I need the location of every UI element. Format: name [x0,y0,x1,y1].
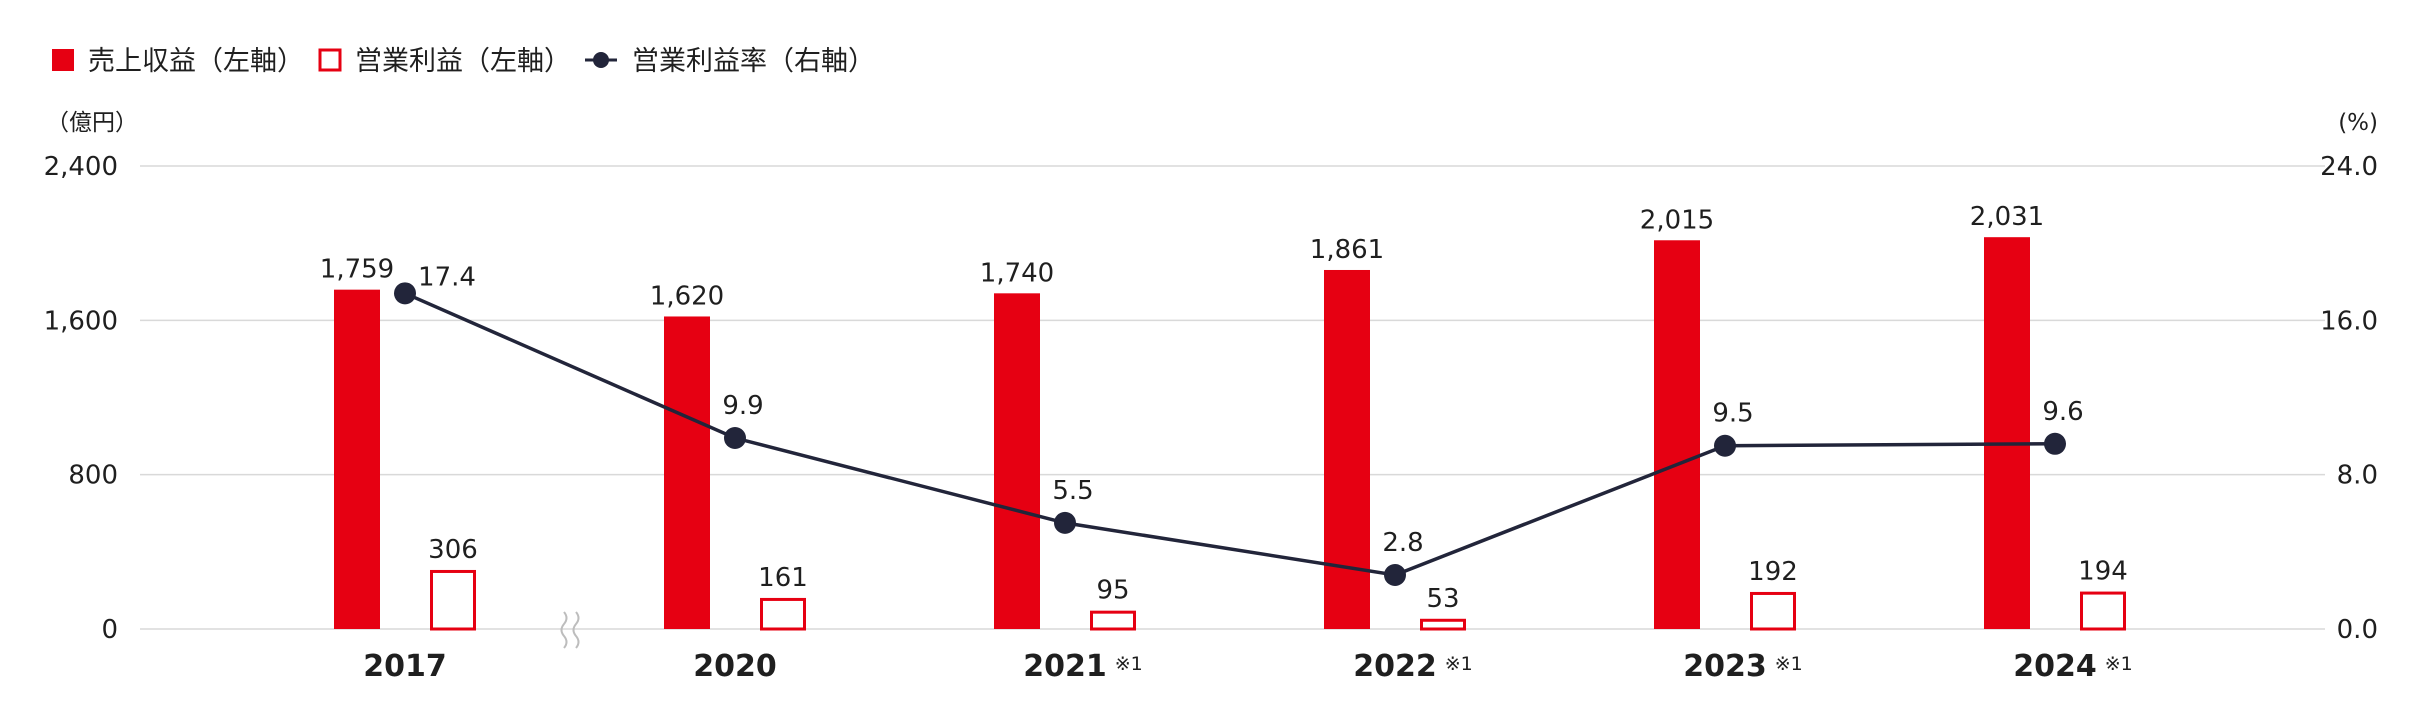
axis-break-mark [560,611,580,649]
category-label: 2020 [693,649,777,684]
operating-margin-point [2044,432,2066,455]
left-axis-ticks: 0 800 1,600 2,400 [44,152,118,645]
operating-profit-data-label: 95 [1096,576,1129,606]
legend-label-operating-margin: 営業利益率（右軸） [632,46,875,77]
left-tick-label: 1,600 [44,306,118,336]
category-labels: 2017 2020 2021 ※1 2022 ※1 2023 ※1 2024 ※1 [363,649,2133,684]
operating-margin-data-label: 9.6 [2042,397,2083,427]
left-axis-unit: （億円） [46,110,138,136]
legend-label-operating-profit: 営業利益（左軸） [355,46,571,77]
revenue-bar [1324,269,1370,629]
operating-profit-bar [1750,591,1796,631]
category-label: 2021 [1023,649,1107,684]
legend-swatch-revenue [52,49,74,71]
right-tick-label: 16.0 [2320,306,2378,336]
revenue-bar [664,316,710,629]
operating-margin-data-label: 2.8 [1382,528,1423,558]
legend-item-operating-margin: 営業利益率（右軸） [585,46,875,77]
legend-marker-operating-margin [593,52,609,68]
right-tick-label: 24.0 [2320,152,2378,182]
operating-profit-bar [760,597,806,631]
operating-profit-bar [1420,618,1466,631]
revenue-bar [1654,240,1700,629]
legend-item-revenue: 売上収益（左軸） [52,46,304,77]
right-tick-label: 8.0 [2337,461,2378,491]
revenue-data-label: 2,031 [1970,202,2044,232]
category-label: 2017 [363,649,447,684]
operating-margin-data-label: 9.5 [1712,399,1753,429]
category-note: ※1 [1445,653,1473,675]
right-axis-unit: (%) [2338,110,2378,136]
operating-margin-point [394,282,416,305]
revenue-data-label: 1,861 [1310,235,1384,265]
legend: 売上収益（左軸） 営業利益（左軸） 営業利益率（右軸） [52,46,875,77]
left-tick-label: 2,400 [44,152,118,182]
revenue-data-label: 1,759 [320,255,394,285]
operating-profit-data-label: 194 [2078,557,2128,587]
category-label: 2024 [2013,649,2097,684]
operating-margin-path [404,291,2056,577]
operating-margin-line: 17.4 9.9 5.5 2.8 9.5 9.6 [394,262,2084,586]
left-tick-label: 0 [101,615,118,645]
operating-profit-data-label: 53 [1426,584,1459,614]
operating-profit-bar [430,569,476,631]
axis-break-stroke [560,611,568,649]
legend-label-revenue: 売上収益（左軸） [88,46,304,77]
category-note: ※1 [1115,653,1143,675]
operating-profit-bar [1090,610,1136,631]
legend-swatch-operating-profit [318,48,342,72]
left-tick-label: 800 [68,461,118,491]
category-label: 2022 [1353,649,1437,684]
revenue-bar [334,289,380,629]
right-tick-label: 0.0 [2337,615,2378,645]
revenue-bar [1984,237,2030,629]
revenue-data-label: 1,620 [650,281,724,311]
category-note: ※1 [2105,653,2133,675]
gridlines [140,165,2325,630]
category-note: ※1 [1775,653,1803,675]
revenue-data-label: 2,015 [1640,205,1714,235]
category-label: 2023 [1683,649,1767,684]
operating-profit-data-label: 161 [758,563,808,593]
right-axis-ticks: 0.0 8.0 16.0 24.0 [2320,152,2378,645]
legend-item-operating-profit: 営業利益（左軸） [318,46,571,77]
operating-profit-data-label: 192 [1748,557,1798,587]
operating-margin-point [1714,434,1736,457]
operating-margin-data-label: 17.4 [418,262,476,292]
operating-profit-bar [2080,591,2126,631]
axis-break-stroke [572,611,580,649]
revenue-data-label: 1,740 [980,258,1054,288]
operating-margin-data-label: 5.5 [1052,476,1093,506]
operating-margin-point [724,427,746,450]
bars [334,237,2126,631]
operating-margin-point [1054,511,1076,534]
operating-margin-data-label: 9.9 [722,391,763,421]
revenue-bar [994,293,1040,629]
bar-labels: 1,759 306 1,620 161 1,740 95 1,861 53 2,015 192 2,… [320,202,2128,614]
operating-profit-data-label: 306 [428,535,478,565]
operating-margin-point [1384,563,1406,586]
